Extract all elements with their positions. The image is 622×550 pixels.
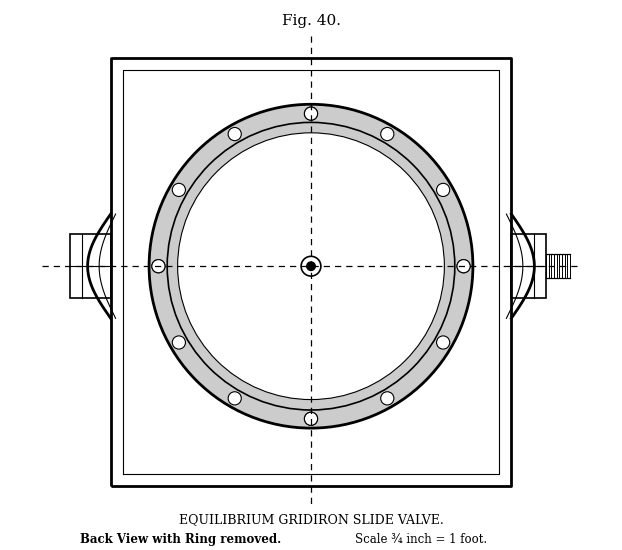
Circle shape [172,336,185,349]
Wedge shape [149,104,473,428]
Circle shape [228,128,241,141]
Circle shape [304,107,318,120]
Text: EQUILIBRIUM GRIDIRON SLIDE VALVE.: EQUILIBRIUM GRIDIRON SLIDE VALVE. [179,513,443,526]
Text: Scale ¾ inch = 1 foot.: Scale ¾ inch = 1 foot. [355,534,487,547]
Circle shape [304,412,318,425]
Circle shape [152,260,165,273]
Polygon shape [511,234,546,298]
Circle shape [437,336,450,349]
Circle shape [304,107,318,120]
Circle shape [301,256,321,276]
Circle shape [437,183,450,196]
Circle shape [381,128,394,141]
Polygon shape [70,234,111,298]
Circle shape [457,260,470,273]
Text: Fig. 40.: Fig. 40. [282,14,340,28]
Circle shape [172,183,185,196]
Circle shape [307,262,315,271]
Circle shape [152,260,165,273]
Circle shape [457,260,470,273]
Circle shape [381,392,394,405]
Circle shape [228,392,241,405]
Circle shape [304,412,318,425]
Text: Back View with Ring removed.: Back View with Ring removed. [80,534,282,547]
